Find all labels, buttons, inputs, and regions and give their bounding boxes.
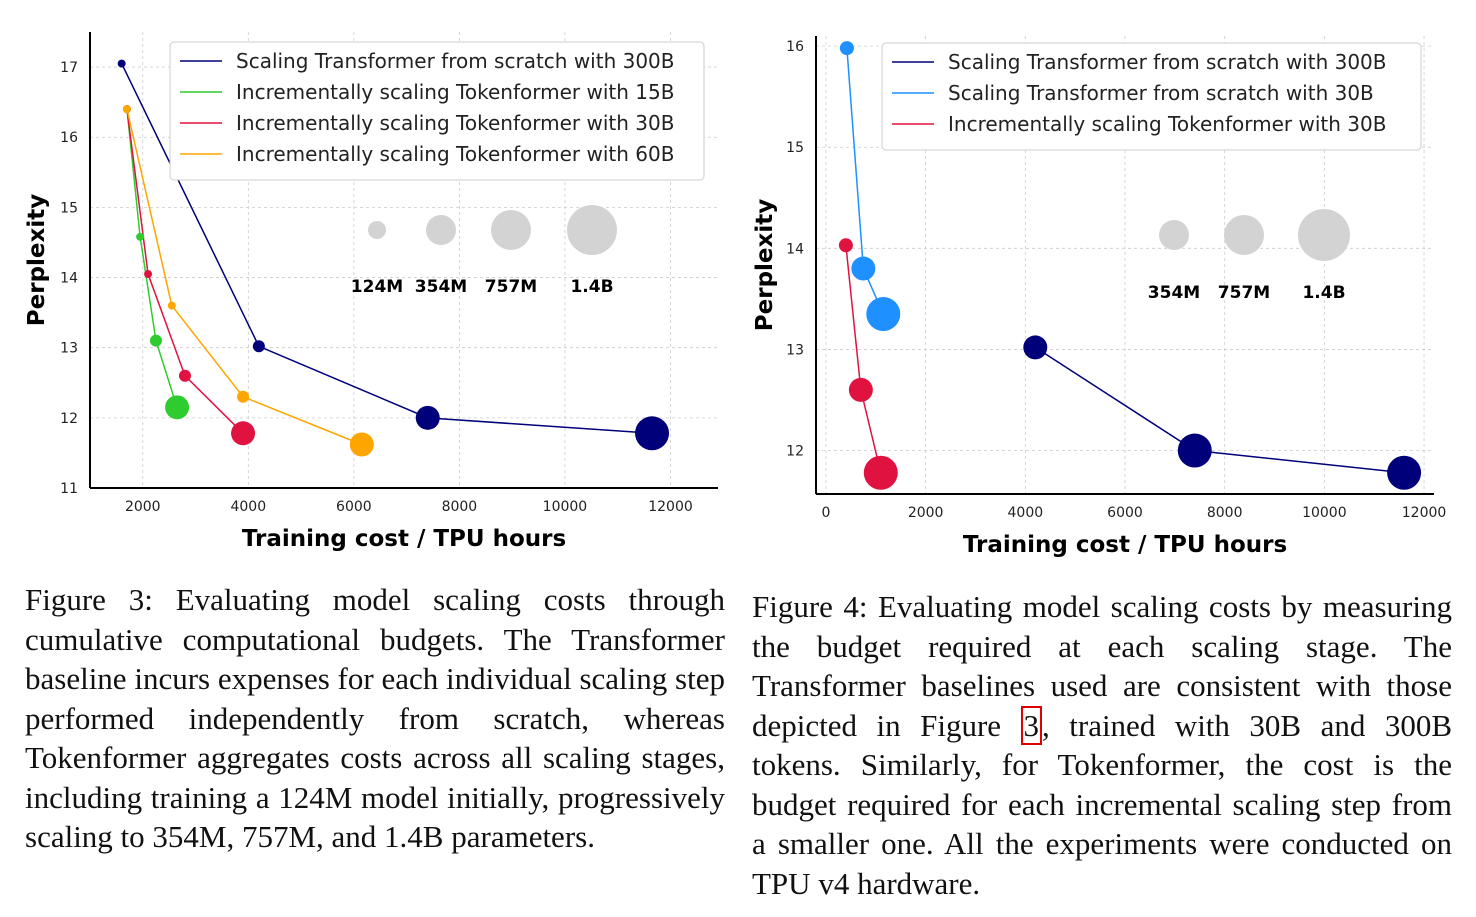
legend-box [169, 41, 705, 181]
figure-4-caption: Figure 4: Evaluating model scaling costs… [752, 587, 1452, 903]
size-legend-label: 354M [1148, 283, 1200, 303]
y-tick-label: 14 [60, 271, 78, 287]
x-tick-label: 4000 [230, 499, 266, 515]
data-point [144, 270, 153, 279]
y-tick-label: 14 [786, 241, 804, 257]
data-point [167, 301, 176, 310]
size-legend-label: 757M [485, 277, 537, 297]
size-legend-label: 1.4B [1302, 283, 1345, 303]
figure-3-caption: Figure 3: Evaluating model scaling costs… [25, 580, 725, 857]
x-tick-label: 12000 [1402, 505, 1447, 521]
y-tick-label: 12 [60, 411, 78, 427]
series-line [126, 109, 178, 408]
x-axis-label: Training cost / TPU hours [242, 526, 566, 552]
size-legend-bubble [1298, 209, 1350, 261]
data-point [349, 432, 374, 457]
y-tick-label: 15 [60, 200, 78, 216]
legend-entry: Incrementally scaling Tokenformer with 3… [236, 111, 674, 135]
data-point [231, 421, 256, 446]
figure-reference-link[interactable]: 3 [1020, 705, 1043, 745]
x-tick-label: 2000 [125, 499, 161, 515]
y-tick-label: 17 [60, 60, 78, 76]
series-line [126, 109, 244, 434]
size-legend-bubble [1224, 215, 1264, 255]
y-tick-label: 13 [786, 342, 804, 358]
data-point [122, 105, 131, 114]
data-point [252, 340, 265, 353]
legend-entry: Scaling Transformer from scratch with 30… [948, 50, 1387, 74]
figure-4-caption-text-2: , trained with 30B and 300B tokens. Simi… [752, 707, 1452, 901]
x-tick-label: 6000 [336, 499, 372, 515]
legend-entry: Incrementally scaling Tokenformer with 6… [236, 142, 674, 166]
data-point [838, 238, 853, 253]
size-legend-bubble [567, 205, 617, 255]
legend-entry: Scaling Transformer from scratch with 30… [236, 49, 675, 73]
x-tick-label: 6000 [1107, 505, 1143, 521]
data-point [415, 405, 440, 430]
size-legend-bubble [491, 210, 531, 250]
data-point [863, 455, 898, 490]
legend-box [881, 42, 1422, 151]
y-tick-label: 11 [60, 481, 78, 497]
y-axis-label: Perplexity [752, 199, 778, 331]
series-line [1034, 346, 1405, 474]
size-legend-bubble [426, 215, 456, 245]
data-point [178, 369, 191, 382]
y-axis-label: Perplexity [24, 194, 50, 326]
y-tick-label: 16 [60, 130, 78, 146]
data-point [851, 256, 876, 281]
x-tick-label: 10000 [1302, 505, 1347, 521]
figure-4-caption-text-1: Figure 4: Evaluating model scaling costs… [752, 589, 1452, 743]
y-tick-label: 13 [60, 341, 78, 357]
x-tick-label: 8000 [1207, 505, 1243, 521]
size-legend-label: 124M [351, 277, 403, 297]
figure-4-chart: 0 2000 4000 6000 8000 10000 12000 12 13 14 15 16 Tra… [750, 28, 1456, 560]
x-tick-label: 12000 [648, 499, 693, 515]
data-point [1177, 433, 1212, 468]
legend: Scaling Transformer from scratch with 30… [881, 42, 1422, 151]
x-tick-label: 4000 [1008, 505, 1044, 521]
figure-3-caption-text: Figure 3: Evaluating model scaling costs… [25, 582, 725, 854]
y-tick-label: 12 [786, 444, 804, 460]
x-axis-label: Training cost / TPU hours [963, 532, 1287, 558]
y-tick-label: 15 [786, 140, 804, 156]
legend-entry: Incrementally scaling Tokenformer with 3… [948, 112, 1386, 136]
size-legend-bubble [368, 221, 386, 239]
data-point [165, 395, 190, 420]
legend: Scaling Transformer from scratch with 30… [169, 41, 705, 181]
figure-4-plot: 0 2000 4000 6000 8000 10000 12000 12 13 14 15 16 Tra… [752, 36, 1447, 558]
data-point [117, 59, 126, 68]
figure-3-plot: 2000 4000 6000 8000 10000 12000 11 12 13 14 15 16 17… [24, 32, 718, 552]
series-line [126, 109, 363, 446]
x-tick-label: 10000 [543, 499, 588, 515]
data-point [1387, 455, 1422, 490]
data-point [848, 377, 873, 402]
figure-3-chart: 2000 4000 6000 8000 10000 12000 11 12 13 14 15 16 17… [22, 22, 726, 556]
data-point [136, 232, 145, 241]
data-point [237, 390, 250, 403]
size-legend-bubble [1159, 220, 1189, 250]
legend-entry: Scaling Transformer from scratch with 30… [948, 81, 1374, 105]
data-point [866, 297, 901, 332]
size-legend-label: 354M [415, 277, 467, 297]
data-point [1023, 335, 1048, 360]
x-tick-label: 2000 [908, 505, 944, 521]
data-point [635, 416, 670, 451]
size-legend-label: 757M [1218, 283, 1270, 303]
x-tick-label: 8000 [442, 499, 478, 515]
series-line [120, 63, 653, 435]
data-point [149, 334, 162, 347]
data-point [839, 41, 854, 56]
size-legend-label: 1.4B [570, 277, 613, 297]
legend-entry: Incrementally scaling Tokenformer with 1… [236, 80, 674, 104]
x-tick-label: 0 [822, 505, 831, 521]
y-tick-label: 16 [786, 39, 804, 55]
